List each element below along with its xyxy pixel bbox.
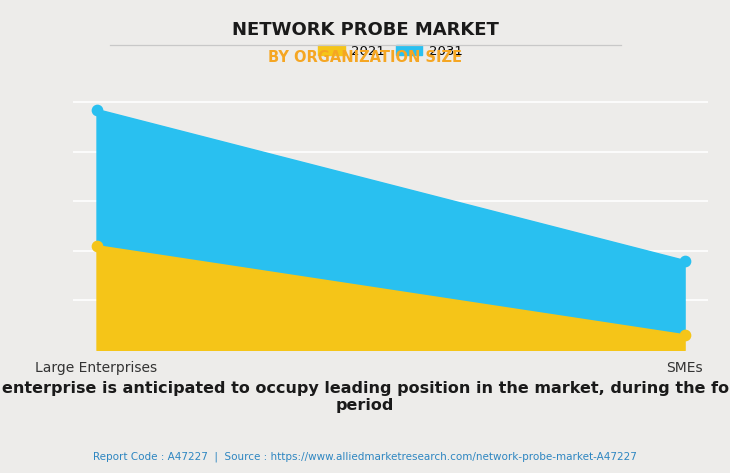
Point [91,106,102,114]
Text: Report Code : A47227  |  Source : https://www.alliedmarketresearch.com/network-p: Report Code : A47227 | Source : https://… [93,452,637,462]
Text: NETWORK PROBE MARKET: NETWORK PROBE MARKET [231,21,499,39]
Point [679,332,691,339]
Point [91,242,102,250]
Text: Large enterprise is anticipated to occupy leading position in the market, during: Large enterprise is anticipated to occup… [0,381,730,413]
Text: BY ORGANIZATION SIZE: BY ORGANIZATION SIZE [268,50,462,65]
Point [679,257,691,264]
Legend: 2021, 2031: 2021, 2031 [313,39,468,63]
